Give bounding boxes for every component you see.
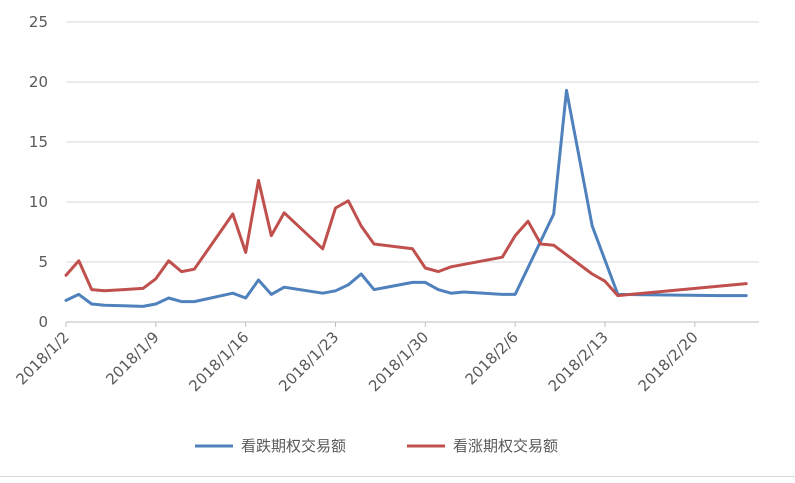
series-line-1 (64, 178, 748, 298)
y-tick-label: 15 (29, 133, 48, 151)
series-line-0 (64, 88, 748, 308)
x-tick-label: 2018/1/16 (185, 328, 252, 395)
y-tick-label: 5 (38, 253, 48, 271)
x-tick-label: 2018/2/6 (462, 328, 522, 388)
y-axis: 0 5 10 15 20 25 (29, 13, 48, 331)
series-lines (64, 88, 748, 308)
gridlines (66, 21, 759, 263)
x-tick-label: 2018/1/9 (102, 328, 162, 388)
legend-label-0: 看跌期权交易额 (241, 437, 346, 455)
legend: 看跌期权交易额 看涨期权交易额 (195, 437, 558, 455)
y-tick-label: 10 (29, 193, 48, 211)
x-tick-label: 2018/1/30 (365, 328, 432, 395)
y-tick-label: 0 (38, 313, 48, 331)
x-tick-label: 2018/2/13 (545, 328, 612, 395)
x-tick-labels: 2018/1/2 2018/1/9 2018/1/16 2018/1/23 2018/1… (12, 328, 701, 395)
y-tick-label: 25 (29, 13, 48, 31)
x-tick-label: 2018/1/23 (275, 328, 342, 395)
legend-label-1: 看涨期权交易额 (453, 437, 558, 455)
x-axis (65, 321, 759, 327)
y-tick-label: 20 (29, 73, 48, 91)
x-tick-label: 2018/1/2 (12, 328, 72, 388)
bottom-border (0, 476, 795, 477)
x-tick-label: 2018/2/20 (635, 328, 702, 395)
